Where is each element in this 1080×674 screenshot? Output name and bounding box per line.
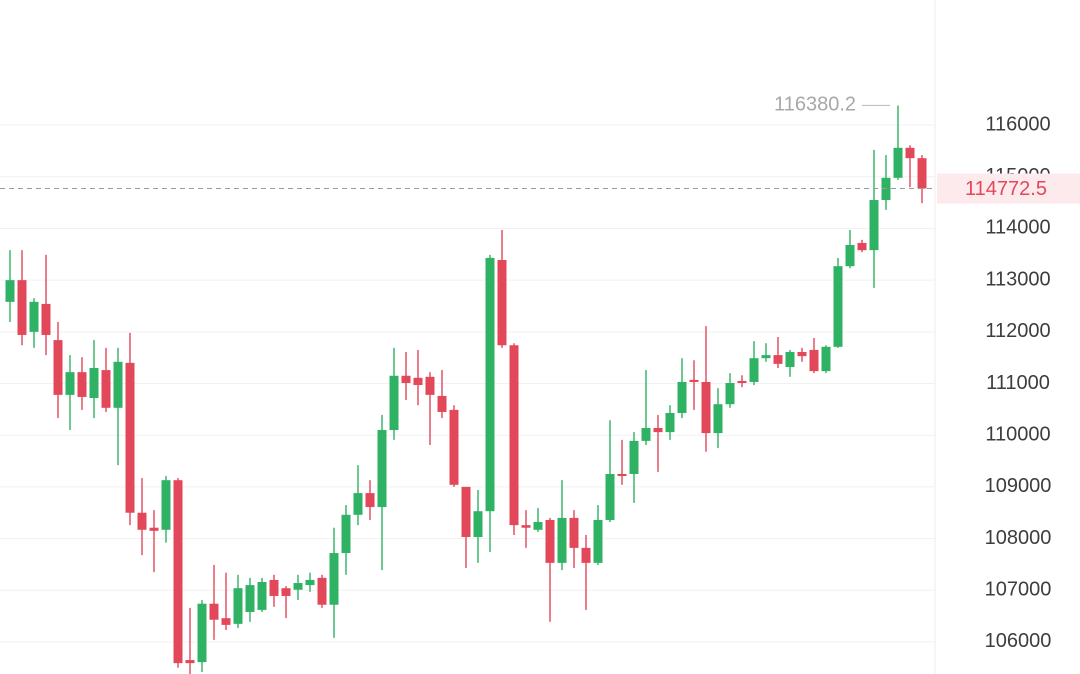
max-price-label: 116380.2	[774, 94, 856, 116]
candle-body	[149, 527, 159, 531]
candle-body	[41, 303, 51, 335]
candle-body	[173, 480, 183, 664]
candle-body	[737, 380, 747, 384]
candle-body	[521, 525, 531, 528]
candle-body	[797, 351, 807, 357]
candle-body	[185, 660, 195, 664]
candle-body	[593, 519, 603, 563]
candle-body	[809, 349, 819, 372]
candle-body	[329, 553, 339, 605]
candle-body	[581, 547, 591, 563]
y-tick-label: 110000	[985, 423, 1050, 445]
candle-body	[125, 362, 135, 513]
candle-body	[293, 583, 303, 590]
candle-body	[101, 370, 111, 408]
candle-body	[485, 257, 495, 512]
candle-body	[833, 266, 843, 347]
candle-body	[821, 346, 831, 372]
candle-body	[5, 280, 15, 302]
candle-body	[461, 486, 471, 538]
candle-body	[845, 244, 855, 267]
last-price-badge	[937, 173, 1080, 204]
candle-body	[221, 618, 231, 625]
y-tick-label: 107000	[985, 579, 1052, 601]
candle-body	[209, 603, 219, 620]
candle-body	[305, 579, 315, 586]
candle-body	[569, 517, 579, 548]
candle-body	[653, 427, 663, 433]
candle-body	[353, 493, 363, 515]
candle-body	[677, 381, 687, 413]
candle-body	[665, 412, 675, 433]
last-price-label: 114772.5	[965, 178, 1047, 200]
candle-body	[389, 375, 399, 431]
candle-body	[857, 242, 867, 251]
y-tick-label: 106000	[985, 630, 1052, 652]
candle-body	[53, 340, 63, 395]
y-tick-label: 111000	[986, 372, 1050, 394]
candle-body	[473, 511, 483, 538]
candle-body	[113, 361, 123, 408]
candle-body	[869, 200, 879, 251]
candle-body	[557, 517, 567, 563]
candle-body	[197, 603, 207, 663]
y-tick-label: 113000	[985, 268, 1050, 290]
candle-body	[281, 588, 291, 596]
candle-body	[641, 427, 651, 441]
candle-body	[749, 358, 759, 382]
candle-body	[245, 585, 255, 612]
candle-body	[377, 430, 387, 508]
candle-body	[257, 581, 267, 610]
candle-body	[545, 519, 555, 563]
candle-body	[617, 473, 627, 477]
candle-body	[701, 381, 711, 434]
candle-body	[401, 375, 411, 384]
candle-body	[65, 372, 75, 395]
candle-body	[77, 372, 87, 397]
candle-body	[725, 383, 735, 405]
candle-body	[341, 514, 351, 554]
candle-body	[629, 440, 639, 474]
candle-body	[365, 493, 375, 508]
candle-body	[533, 522, 543, 530]
candle-body	[509, 345, 519, 526]
candle-body	[689, 379, 699, 382]
candle-body	[785, 351, 795, 367]
candle-body	[773, 355, 783, 364]
candle-body	[89, 368, 99, 398]
candle-body	[425, 376, 435, 395]
candle-body	[269, 579, 279, 596]
candle-body	[905, 147, 915, 159]
candle-body	[497, 259, 507, 346]
candle-body	[761, 355, 771, 359]
candle-body	[137, 512, 147, 530]
candle-body	[17, 280, 27, 335]
candle-body	[233, 588, 243, 624]
candle-body	[413, 377, 423, 386]
y-tick-label: 114000	[985, 217, 1050, 239]
candle-body	[449, 409, 459, 485]
candle-body	[605, 473, 615, 520]
candle-body	[893, 147, 903, 178]
y-tick-label: 109000	[985, 475, 1052, 497]
y-tick-label: 108000	[985, 527, 1052, 549]
candle-body	[713, 404, 723, 434]
candle-body	[917, 158, 927, 189]
candle-body	[161, 480, 171, 530]
candle-body	[317, 577, 327, 605]
y-tick-label: 112000	[985, 320, 1050, 342]
candle-body	[437, 395, 447, 412]
candle-body	[29, 301, 39, 332]
y-tick-label: 116000	[985, 113, 1050, 135]
